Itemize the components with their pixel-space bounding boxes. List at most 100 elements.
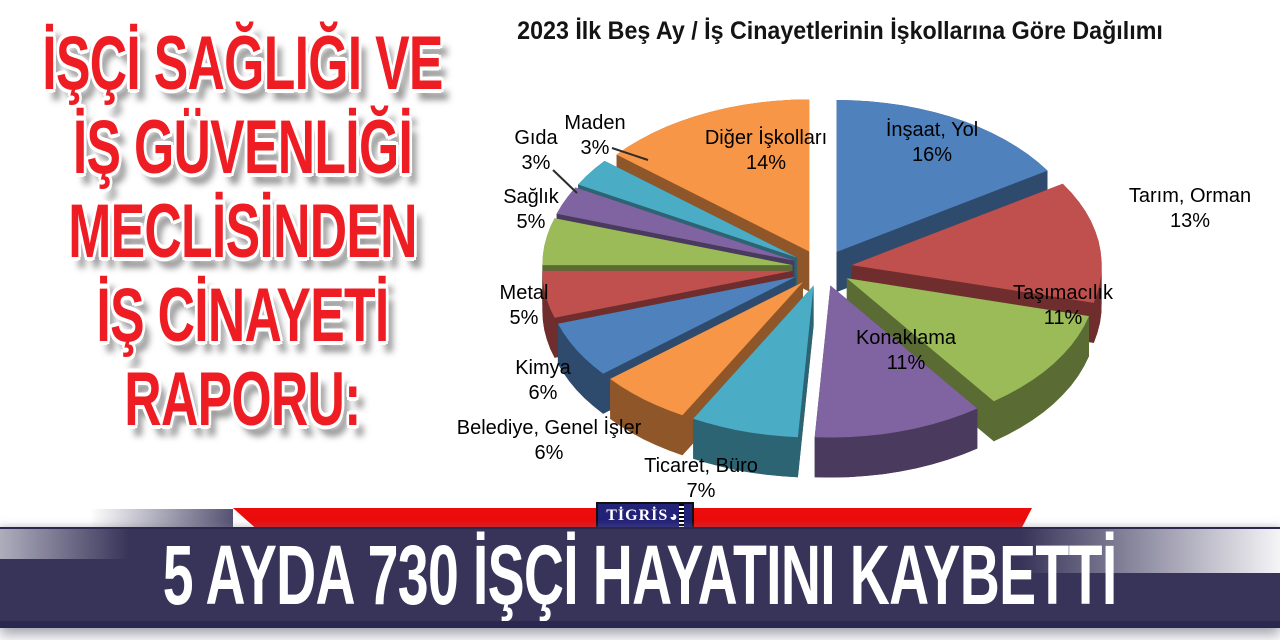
- pie-slice-face: [866, 434, 884, 476]
- pie-slice-percent: 16%: [911, 144, 953, 166]
- pie-slice-label: Sağlık 5%: [503, 185, 559, 235]
- pie-slice-face: [916, 424, 933, 469]
- pie-slice-face: [693, 285, 814, 438]
- pie-slice-face: [1093, 292, 1098, 343]
- pie-slice-face: [993, 394, 1008, 442]
- pie-slice-face: [883, 431, 901, 475]
- pie-slice-face: [542, 270, 793, 318]
- pie-slice-name: Konaklama: [855, 327, 957, 349]
- headline: İŞÇİ SAĞLIĞI VE İŞ GÜVENLİĞİ MECLİSİNDEN…: [42, 22, 443, 442]
- pie-slice-face: [576, 350, 585, 399]
- pie-slice-face: [557, 276, 796, 374]
- pie-slice-label: İnşaat, Yol 16%: [886, 118, 978, 168]
- pie-slice-name: Sağlık: [503, 186, 559, 208]
- pie-slice-face: [1084, 316, 1089, 367]
- banner-text: 5 AYDA 730 İŞÇİ HAYATINI KAYBETTİ: [163, 527, 1118, 622]
- pie-slice-face: [766, 434, 783, 477]
- logo: TİGRİS ◕: [596, 502, 694, 529]
- pie-slice-label: Belediye, Genel İşler 6%: [457, 416, 642, 466]
- pie-slice-face: [546, 299, 551, 349]
- pie-slice-label: Taşımacılık 11%: [1013, 281, 1113, 331]
- pie-slice-percent: 7%: [686, 480, 716, 502]
- pie-slice-face: [948, 414, 963, 460]
- pie-slice-name: Diğer İşkolları: [704, 127, 828, 149]
- pie-slice-face: [578, 160, 798, 258]
- pie-slice-label: Kimya 6%: [515, 356, 571, 406]
- pie-slice-face: [1097, 282, 1100, 333]
- logo-circle-icon: ◕: [669, 507, 678, 524]
- pie-slice-face: [1071, 336, 1079, 386]
- pie-slice-face: [751, 432, 767, 475]
- pie-slice-face: [643, 399, 656, 445]
- pie-slice-face: [610, 282, 803, 416]
- pie-slice-face: [814, 437, 832, 478]
- pie-slice-name: İnşaat, Yol: [885, 119, 979, 141]
- pie-slice-name: Belediye, Genel İşler: [456, 417, 642, 439]
- label-leader-line: [552, 169, 578, 194]
- pie-slice-face: [797, 285, 814, 478]
- pie-slice-label: Diğer İşkolları 14%: [705, 126, 827, 176]
- pie-slice-face: [1100, 272, 1102, 323]
- pie-slice-face: [851, 183, 1102, 303]
- pie-slice-face: [836, 100, 1048, 252]
- pie-slice-name: Maden: [564, 112, 626, 134]
- headline-line: İŞÇİ SAĞLIĞI VE: [42, 21, 443, 106]
- pie-slice-face: [550, 308, 555, 358]
- pie-slice-name: Gıda: [514, 127, 558, 149]
- pie-slice-face: [584, 358, 594, 407]
- pie-slice-name: Taşımacılık: [1012, 282, 1114, 304]
- pie-slice-label: Tarım, Orman 13%: [1129, 184, 1251, 234]
- pie-slice-percent: 5%: [509, 307, 539, 329]
- pie-slice-name: Ticaret, Büro: [644, 455, 758, 477]
- pie-slice-face: [814, 285, 978, 438]
- pie-slice-label: Metal 5%: [500, 281, 549, 331]
- pie-slice-percent: 6%: [534, 442, 564, 464]
- pie-slice-label: Ticaret, Büro 7%: [644, 454, 758, 504]
- pie-slice-percent: 5%: [516, 211, 546, 233]
- pie-slice-face: [849, 435, 867, 478]
- pie-slice-label: Maden 3%: [564, 111, 625, 161]
- headline-line: MECLİSİNDEN: [68, 189, 417, 274]
- pie-slice-face: [616, 99, 810, 252]
- pie-slice-face: [542, 218, 793, 266]
- pie-slice-face: [963, 408, 978, 455]
- pie-slice-face: [932, 419, 948, 465]
- pie-slice-face: [556, 187, 795, 261]
- banner-right-highlight: [1020, 529, 1280, 573]
- pie-slice-face: [831, 437, 850, 478]
- pie-slice-percent: 13%: [1169, 210, 1211, 232]
- pie-slice-name: Metal: [499, 282, 549, 304]
- pie-slice-face: [1062, 345, 1071, 395]
- pie-slice-percent: 6%: [528, 382, 558, 404]
- pie-slice-percent: 3%: [521, 152, 551, 174]
- film-strip-icon: [678, 504, 684, 527]
- label-leader-line: [611, 147, 649, 161]
- logo-text: TİGRİS: [606, 506, 669, 524]
- pie-slice-face: [1078, 326, 1085, 376]
- chart-title: 2023 İlk Beş Ay / İş Cinayetlerinin İşko…: [517, 17, 1163, 45]
- headline-line: İŞ GÜVENLİĞİ: [72, 105, 413, 190]
- headline-line: İŞ CİNAYETİ: [96, 273, 389, 358]
- pie-slice-label: Gıda 3%: [514, 126, 557, 176]
- pie-slice-name: Tarım, Orman: [1128, 185, 1252, 207]
- banner-left-highlight: [0, 529, 130, 559]
- pie-slice-face: [736, 430, 752, 473]
- pie-slice-label: Konaklama 11%: [856, 326, 956, 376]
- bottom-banner: 5 AYDA 730 İŞÇİ HAYATINI KAYBETTİ: [0, 527, 1280, 628]
- pie-slice-face: [593, 366, 604, 414]
- pie-slice-face: [668, 410, 683, 456]
- pie-slice-face: [900, 428, 917, 472]
- pie-slice-face: [846, 278, 1089, 402]
- pie-slice-percent: 14%: [745, 152, 787, 174]
- pie-slice-percent: 11%: [1043, 307, 1083, 329]
- pie-slice-face: [782, 436, 798, 478]
- pie-slice-percent: 3%: [580, 137, 610, 159]
- pie-slice-name: Kimya: [515, 357, 571, 379]
- pie-slice-face: [1032, 372, 1044, 421]
- pie-slice-face: [1053, 354, 1063, 404]
- headline-line: RAPORU:: [124, 357, 361, 442]
- pie-slice-face: [1007, 387, 1021, 435]
- pie-slice-percent: 11%: [886, 352, 926, 374]
